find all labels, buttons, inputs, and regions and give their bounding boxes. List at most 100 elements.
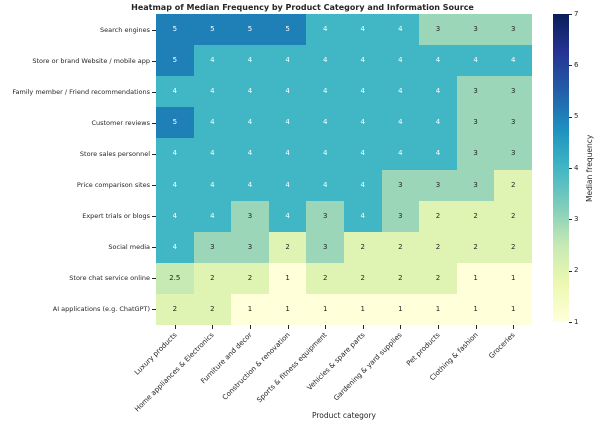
y-tick-mark (152, 185, 156, 187)
heatmap-cell: 1 (419, 293, 457, 325)
heatmap-cell: 1 (381, 293, 420, 325)
y-tick-label: Price comparison sites (76, 181, 150, 190)
heatmap-cell: 4 (231, 138, 269, 170)
heatmap-cell: 4 (381, 138, 420, 170)
x-tick-mark (250, 325, 251, 329)
heatmap-cell: 1 (306, 293, 344, 325)
heatmap-cell: 4 (193, 45, 232, 77)
y-tick-label: Expert trials or blogs (82, 212, 150, 221)
y-tick-label: Store chat service online (69, 274, 150, 283)
y-tick-label: Family member / Friend recommendations (12, 87, 150, 96)
heatmap-cell: 5 (231, 14, 269, 46)
heatmap-cell: 1 (268, 293, 307, 325)
heatmap-cell: 4 (268, 45, 307, 77)
x-tick-mark (475, 325, 477, 329)
heatmap-cell: 4 (306, 169, 344, 201)
heatmap-cell: 3 (381, 169, 420, 201)
heatmap-cell: 2 (381, 262, 420, 294)
colorbar-tick-mark (569, 168, 572, 169)
heatmap-cell: 2 (156, 293, 194, 325)
heatmap-cell: 3 (419, 169, 457, 201)
heatmap-cell: 5 (156, 14, 194, 46)
colorbar-tick-label: 4 (574, 163, 579, 172)
heatmap-cell: 2 (193, 293, 232, 325)
heatmap-cell: 3 (306, 200, 344, 232)
heatmap-cell: 5 (156, 107, 194, 139)
y-tick-label: Social media (108, 243, 150, 252)
heatmap-cell: 2 (494, 169, 532, 201)
x-tick-mark (212, 325, 214, 329)
heatmap-cell: 4 (419, 138, 457, 170)
heatmap-cell: 2 (419, 200, 457, 232)
y-tick-mark (152, 91, 156, 93)
y-tick-mark (152, 122, 156, 124)
colorbar-tick-label: 2 (574, 266, 579, 275)
heatmap-cell: 3 (456, 107, 495, 139)
heatmap-cell: 4 (343, 76, 382, 108)
x-tick-mark (287, 325, 289, 329)
heatmap-cell: 2 (419, 231, 457, 263)
colorbar-tick-mark (569, 219, 572, 221)
colorbar-tick-label: 3 (574, 214, 579, 223)
heatmap-cell: 2 (306, 262, 344, 294)
heatmap-cell: 2 (381, 231, 420, 263)
y-tick-mark (152, 309, 156, 311)
heatmap-cell: 4 (193, 138, 232, 170)
heatmap-cell: 4 (419, 45, 457, 77)
heatmap-cell: 5 (156, 45, 194, 77)
heatmap-cell: 3 (456, 76, 495, 108)
y-tick-mark (152, 247, 156, 249)
heatmap-cell: 4 (343, 200, 382, 232)
heatmap-cell: 3 (419, 14, 457, 46)
x-axis-title: Product category (311, 411, 376, 420)
heatmap-cell: 4 (343, 14, 382, 46)
x-tick-mark (400, 325, 402, 329)
x-tick-mark (362, 325, 364, 329)
heatmap-cell: 4 (419, 76, 457, 108)
heatmap-cell: 4 (231, 169, 269, 201)
colorbar-tick-mark (569, 322, 572, 323)
heatmap-cell: 5 (268, 14, 307, 46)
heatmap-cell: 1 (494, 293, 532, 325)
heatmap-cell: 4 (156, 169, 194, 201)
heatmap-cell: 5 (193, 14, 232, 46)
heatmap-cell: 4 (343, 45, 382, 77)
heatmap-cell: 4 (231, 76, 269, 108)
heatmap-cell: 4 (456, 45, 495, 77)
heatmap-cell: 4 (231, 107, 269, 139)
heatmap-cell: 1 (456, 293, 495, 325)
y-tick-label: Store sales personnel (79, 149, 150, 158)
heatmap-cell: 1 (343, 293, 382, 325)
heatmap-cell: 3 (494, 138, 532, 170)
heatmap-cell: 4 (343, 138, 382, 170)
y-tick-label: Customer reviews (91, 118, 150, 127)
heatmap-cell: 4 (381, 45, 420, 77)
heatmap-cell: 4 (381, 107, 420, 139)
heatmap-cell: 4 (306, 138, 344, 170)
heatmap-cell: 3 (231, 200, 269, 232)
heatmap-cell: 3 (456, 14, 495, 46)
heatmap-cell: 4 (156, 76, 194, 108)
y-tick-mark (152, 60, 156, 62)
heatmap-cell: 4 (494, 45, 532, 77)
heatmap-cell: 1 (456, 262, 495, 294)
colorbar-tick-mark (569, 270, 572, 272)
colorbar-tick-mark (569, 65, 572, 67)
colorbar-tick-label: 5 (574, 112, 579, 121)
colorbar-tick-label: 7 (574, 9, 579, 18)
heatmap-cell: 2 (343, 262, 382, 294)
y-tick-mark (152, 278, 156, 280)
colorbar-tick-label: 1 (574, 317, 579, 326)
heatmap-cell: 2 (456, 231, 495, 263)
heatmap-cell: 4 (193, 200, 232, 232)
heatmap-cell: 4 (193, 76, 232, 108)
heatmap-cell: 4 (306, 14, 344, 46)
heatmap-cell: 4 (193, 107, 232, 139)
y-tick-mark (152, 153, 156, 155)
colorbar-tick-label: 6 (574, 60, 579, 69)
heatmap-cell: 4 (268, 138, 307, 170)
colorbar-tick-mark (569, 14, 572, 15)
heatmap-cell: 4 (419, 107, 457, 139)
y-tick-label: Store or brand Website / mobile app (32, 56, 150, 65)
